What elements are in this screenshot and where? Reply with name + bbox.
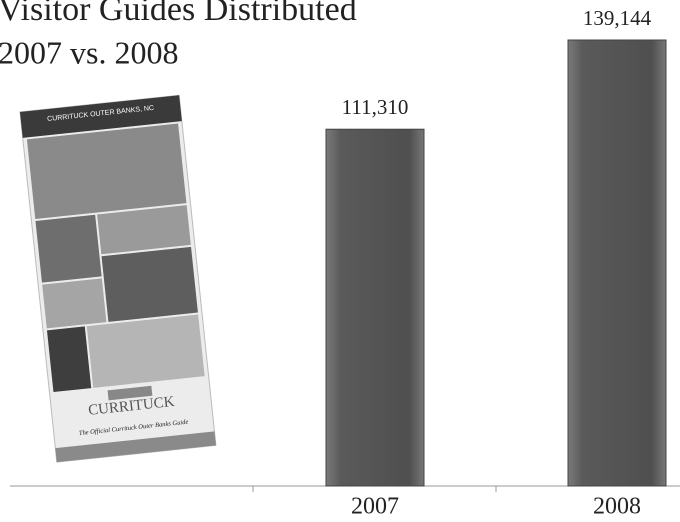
data-label: 111,310 (342, 95, 409, 119)
brochure: CURRITUCK OUTER BANKS, NC CURRITUCK The … (19, 94, 217, 463)
chart-title: Visitor Guides Distributed (0, 0, 357, 28)
x-tick-label: 2007 (351, 494, 399, 520)
data-label: 139,144 (583, 6, 652, 30)
bar (567, 39, 667, 487)
chart-subtitle: 2007 vs. 2008 (0, 34, 178, 70)
bar (325, 128, 425, 487)
x-tick-label: 2008 (593, 494, 641, 520)
